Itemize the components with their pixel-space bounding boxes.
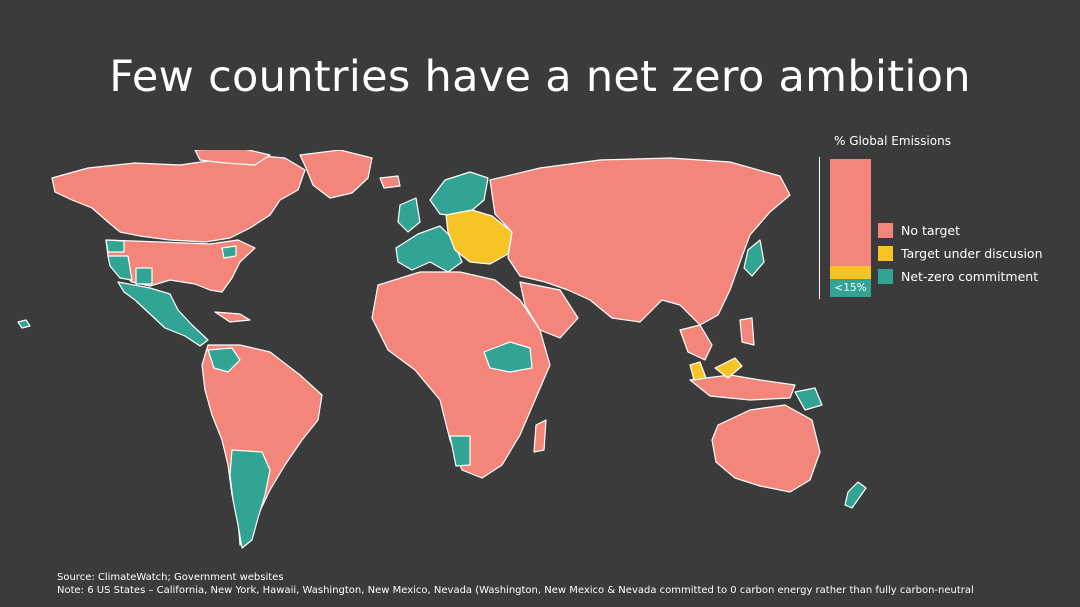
legend-swatch <box>878 222 893 238</box>
region-greenland <box>299 150 373 199</box>
region-ethiopia-sudan <box>483 341 533 373</box>
world-map <box>17 150 867 549</box>
region-arabia <box>519 281 579 339</box>
emissions-legend: % Global Emissions <15% No target Target… <box>818 132 1068 302</box>
region-canada-alaska <box>51 154 306 243</box>
region-namibia <box>449 435 471 467</box>
net-zero-share-label: <15% <box>834 282 867 294</box>
region-se-asia <box>679 324 713 361</box>
bar-segment-net-zero: <15% <box>830 279 871 297</box>
legend-label: Target under discusion <box>901 245 1043 261</box>
stacked-emissions-bar: <15% <box>830 159 871 297</box>
region-new-mexico <box>135 267 153 285</box>
legend-item-no-target: No target <box>878 222 960 238</box>
region-california-nevada <box>107 255 133 281</box>
region-washington <box>105 239 125 253</box>
region-uk-ireland <box>397 197 421 233</box>
region-south-america <box>201 344 323 546</box>
region-western-europe <box>395 225 463 273</box>
region-caribbean <box>214 311 251 323</box>
legend-label: No target <box>901 222 960 238</box>
region-colombia-venezuela <box>207 347 241 373</box>
bar-segment-no-target <box>830 159 871 266</box>
region-japan <box>743 239 765 277</box>
bar-axis <box>819 157 820 299</box>
region-new-york <box>221 245 237 259</box>
footnote: Note: 6 US States – California, New York… <box>57 584 974 596</box>
region-papua-new-guinea <box>794 387 823 411</box>
legend-swatch <box>878 245 893 261</box>
legend-swatch <box>878 268 893 284</box>
region-africa <box>371 271 551 479</box>
page-title: Few countries have a net zero ambition <box>109 52 971 102</box>
region-australia <box>711 404 821 493</box>
legend-title: % Global Emissions <box>834 134 951 148</box>
legend-item-net-zero: Net-zero commitment <box>878 268 1038 284</box>
region-philippines <box>739 317 755 346</box>
region-iceland <box>379 175 401 189</box>
legend-label: Net-zero commitment <box>901 268 1039 284</box>
region-hawaii <box>17 319 31 329</box>
source-note: Source: ClimateWatch; Government website… <box>57 572 284 583</box>
region-new-zealand <box>844 481 867 509</box>
footer: Source: ClimateWatch; Government website… <box>57 572 974 597</box>
region-malaysia <box>689 361 707 381</box>
region-indonesia <box>689 374 796 401</box>
region-central-europe <box>445 209 513 265</box>
legend-item-under-discussion: Target under discusion <box>878 245 1043 261</box>
region-borneo-malaysia <box>714 357 743 379</box>
bar-segment-under-discussion <box>830 266 871 279</box>
region-mexico <box>117 281 209 347</box>
region-madagascar <box>533 419 547 453</box>
region-chile-argentina <box>229 449 271 549</box>
region-arctic-islands <box>194 150 271 166</box>
region-scandinavia <box>429 171 489 217</box>
